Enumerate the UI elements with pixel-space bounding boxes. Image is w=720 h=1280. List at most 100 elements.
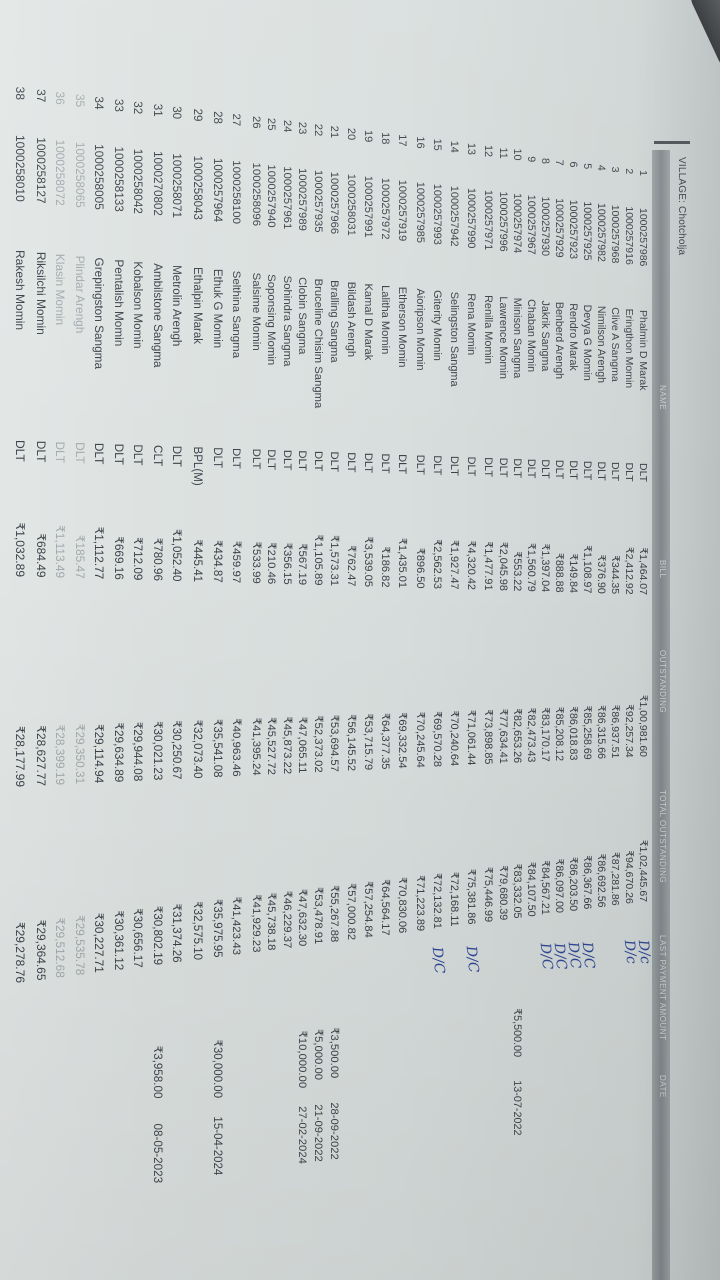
consumer-name: Eringthon Momin (623, 308, 636, 389)
outstanding-amount: ₹45,527.72 (265, 717, 278, 775)
serial-number: 38 (13, 86, 27, 100)
category: DLT (552, 459, 565, 480)
bill-amount: ₹669.16 (111, 536, 125, 580)
category: DLT (566, 460, 579, 480)
consumer-name: Phalmin D Marak (637, 310, 650, 391)
last-payment-date: 28-09-2022 (327, 1102, 340, 1160)
category: DLT (13, 440, 27, 462)
last-payment-date: 08-05-2023 (150, 1123, 164, 1184)
total-outstanding: ₹29,364.65 (33, 919, 48, 981)
consumer-id: 1000258072 (53, 139, 68, 206)
serial-number: 5 (580, 163, 593, 170)
outstanding-amount: ₹69,570.28 (430, 711, 443, 767)
bill-amount: ₹1,927.47 (448, 539, 461, 590)
category: DLT (637, 463, 650, 483)
consumer-name: Rakesh Momin (13, 250, 27, 331)
consumer-id: 1000258031 (344, 173, 357, 236)
consumer-name: Bruceline Chisim Sangma (312, 278, 325, 409)
serial-number: 19 (362, 129, 375, 143)
consumer-id: 1000257940 (265, 164, 278, 228)
consumer-name: Soponsing Momin (265, 274, 278, 366)
outstanding-amount: ₹29,350.31 (72, 723, 87, 785)
consumer-id: 1000257966 (327, 171, 340, 235)
category: BPL(M) (191, 446, 204, 486)
serial-number: 4 (595, 164, 608, 171)
total-outstanding: ₹57,254.84 (362, 881, 375, 938)
handwritten-note: D/C (536, 942, 556, 971)
outstanding-amount: ₹69,332.54 (396, 712, 409, 769)
total-outstanding: ₹84,107.50 (524, 861, 537, 917)
consumer-name: Grepingston Sangma (92, 257, 107, 370)
consumer-name: Ethuk G Momin (210, 268, 223, 349)
outstanding-amount: ₹83,170.17 (538, 707, 551, 762)
category: DLT (379, 453, 392, 474)
consumer-name: Metrolin Arengh (170, 265, 184, 347)
category: DLT (344, 452, 357, 473)
serial-number: 23 (296, 121, 309, 135)
handwritten-note: D/c (620, 939, 640, 966)
outstanding-amount: ₹64,377.35 (379, 712, 392, 770)
consumer-name: Benberd Arengh (552, 301, 565, 380)
last-payment-amount: ₹30,000.00 (210, 1039, 223, 1099)
category: DLT (580, 460, 593, 481)
outstanding-amount: ₹52,373.02 (312, 715, 325, 773)
margin-bar (654, 141, 690, 144)
consumer-id: 1000257989 (296, 168, 309, 231)
category: DLT (510, 458, 523, 478)
consumer-id: 1000257961 (280, 166, 293, 230)
outstanding-amount: ₹70,240.64 (448, 710, 461, 767)
header-outstanding: OUTSTANDING (658, 650, 667, 714)
serial-number: 7 (552, 159, 565, 166)
outstanding-amount: ₹30,021.23 (150, 721, 164, 781)
consumer-name: Renilla Momin (482, 295, 495, 364)
consumer-id: 1000258065 (72, 141, 87, 208)
consumer-id: 1000258043 (191, 155, 204, 220)
outstanding-amount: ₹82,653.26 (510, 708, 523, 764)
bill-amount: ₹888.88 (552, 553, 565, 593)
total-outstanding: ₹35,975.95 (210, 898, 223, 958)
category: DLT (170, 445, 184, 467)
category: DLT (265, 449, 278, 470)
bill-amount: ₹1,464.07 (637, 547, 650, 595)
outstanding-amount: ₹92,257.34 (623, 704, 636, 758)
consumer-id: 1000257972 (379, 177, 392, 240)
total-outstanding: ₹75,381.86 (465, 868, 478, 925)
consumer-name: Jakrik Sangma (538, 300, 551, 372)
consumer-id: 1000257930 (538, 196, 551, 257)
outstanding-amount: ₹32,073.40 (191, 719, 204, 779)
consumer-id: 1000258100 (230, 160, 243, 225)
bill-amount: ₹3,539.05 (362, 536, 375, 588)
header-total-outstanding: TOTAL OUTSTANDING (658, 790, 667, 884)
category: DLT (396, 454, 409, 475)
bill-amount: ₹459.97 (230, 540, 243, 584)
bill-amount: ₹1,477.91 (482, 541, 495, 591)
category: DLT (33, 440, 48, 463)
bill-amount: ₹1,113.49 (53, 525, 68, 579)
outstanding-amount: ₹73,898.85 (482, 709, 495, 765)
consumer-name: Nimilson Arengh (595, 305, 608, 384)
bill-amount: ₹1,435.01 (396, 537, 409, 589)
bill-amount: ₹344.35 (609, 555, 622, 595)
total-outstanding: ₹70,830.06 (396, 877, 409, 934)
outstanding-amount: ₹47,065.11 (296, 716, 309, 774)
category: DLT (609, 461, 622, 482)
consumer-id: 1000257982 (595, 203, 608, 262)
outstanding-amount: ₹45,873.22 (280, 716, 293, 775)
total-outstanding: ₹41,423.43 (230, 896, 243, 955)
consumer-name: Rena Momin (465, 293, 478, 356)
category: DLT (280, 449, 293, 471)
category: DLT (327, 451, 340, 472)
consumer-id: 1000257990 (465, 187, 478, 249)
header-date: DATE (658, 1075, 667, 1098)
bill-amount: ₹434.87 (210, 540, 223, 583)
consumer-name: Ethalpin Marak (191, 266, 204, 345)
consumer-name: Minison Sangma (510, 297, 523, 379)
category: DLT (312, 450, 325, 472)
bill-amount: ₹149.84 (566, 553, 579, 593)
category: DLT (362, 452, 375, 474)
total-outstanding: ₹30,227.71 (92, 912, 107, 973)
serial-number: 14 (448, 140, 461, 153)
total-outstanding: ₹32,575.10 (191, 901, 204, 961)
consumer-name: Giterity Momin (430, 290, 443, 361)
outstanding-amount: ₹1,00,981.60 (637, 694, 650, 757)
